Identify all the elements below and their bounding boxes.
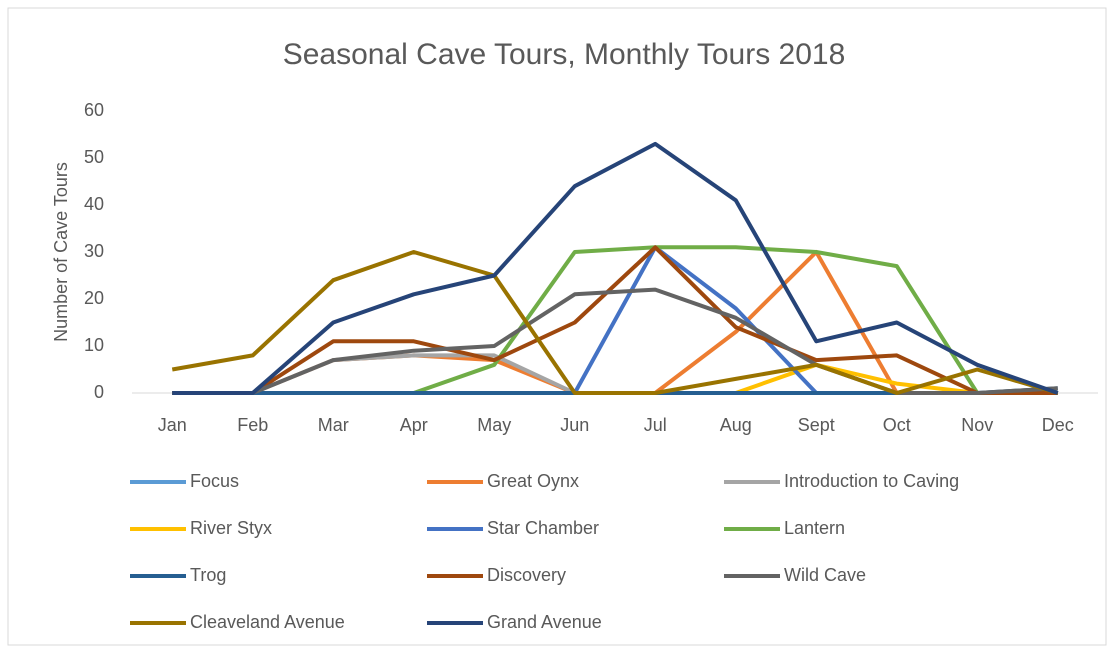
legend-label: Focus [190, 471, 239, 491]
y-axis-label: Number of Cave Tours [51, 162, 71, 342]
x-tick-label: Jun [560, 415, 589, 435]
x-tick-label: May [477, 415, 511, 435]
legend-label: Introduction to Caving [784, 471, 959, 491]
chart-title: Seasonal Cave Tours, Monthly Tours 2018 [283, 38, 846, 71]
chart-border [7, 7, 1107, 646]
series-line [172, 141, 1059, 395]
series-line [171, 250, 1059, 395]
x-tick-label: Sept [798, 415, 835, 435]
y-tick-label: 60 [84, 100, 104, 120]
y-tick-label: 40 [84, 194, 104, 214]
y-tick-label: 0 [94, 382, 104, 402]
x-tick-label: Jan [158, 415, 187, 435]
legend-label: Cleaveland Avenue [190, 612, 345, 632]
y-tick-label: 20 [84, 288, 104, 308]
legend-label: River Styx [190, 518, 272, 538]
series-line [172, 287, 1058, 395]
x-tick-label: Jul [644, 415, 667, 435]
legend-label: Grand Avenue [487, 612, 602, 632]
y-tick-label: 50 [84, 147, 104, 167]
x-tick-label: Mar [318, 415, 349, 435]
x-tick-label: Feb [237, 415, 268, 435]
y-tick-label: 30 [84, 241, 104, 261]
legend-label: Star Chamber [487, 518, 599, 538]
y-tick-label: 10 [84, 335, 104, 355]
legend-label: Lantern [784, 518, 845, 538]
x-tick-label: Aug [720, 415, 752, 435]
legend-label: Wild Cave [784, 565, 866, 585]
x-tick-label: Nov [961, 415, 993, 435]
legend-label: Discovery [487, 565, 566, 585]
x-tick-label: Oct [883, 415, 911, 435]
legend-label: Trog [190, 565, 226, 585]
legend-label: Great Oynx [487, 471, 579, 491]
x-tick-label: Apr [400, 415, 428, 435]
series-line [172, 245, 1058, 395]
x-tick-label: Dec [1042, 415, 1074, 435]
